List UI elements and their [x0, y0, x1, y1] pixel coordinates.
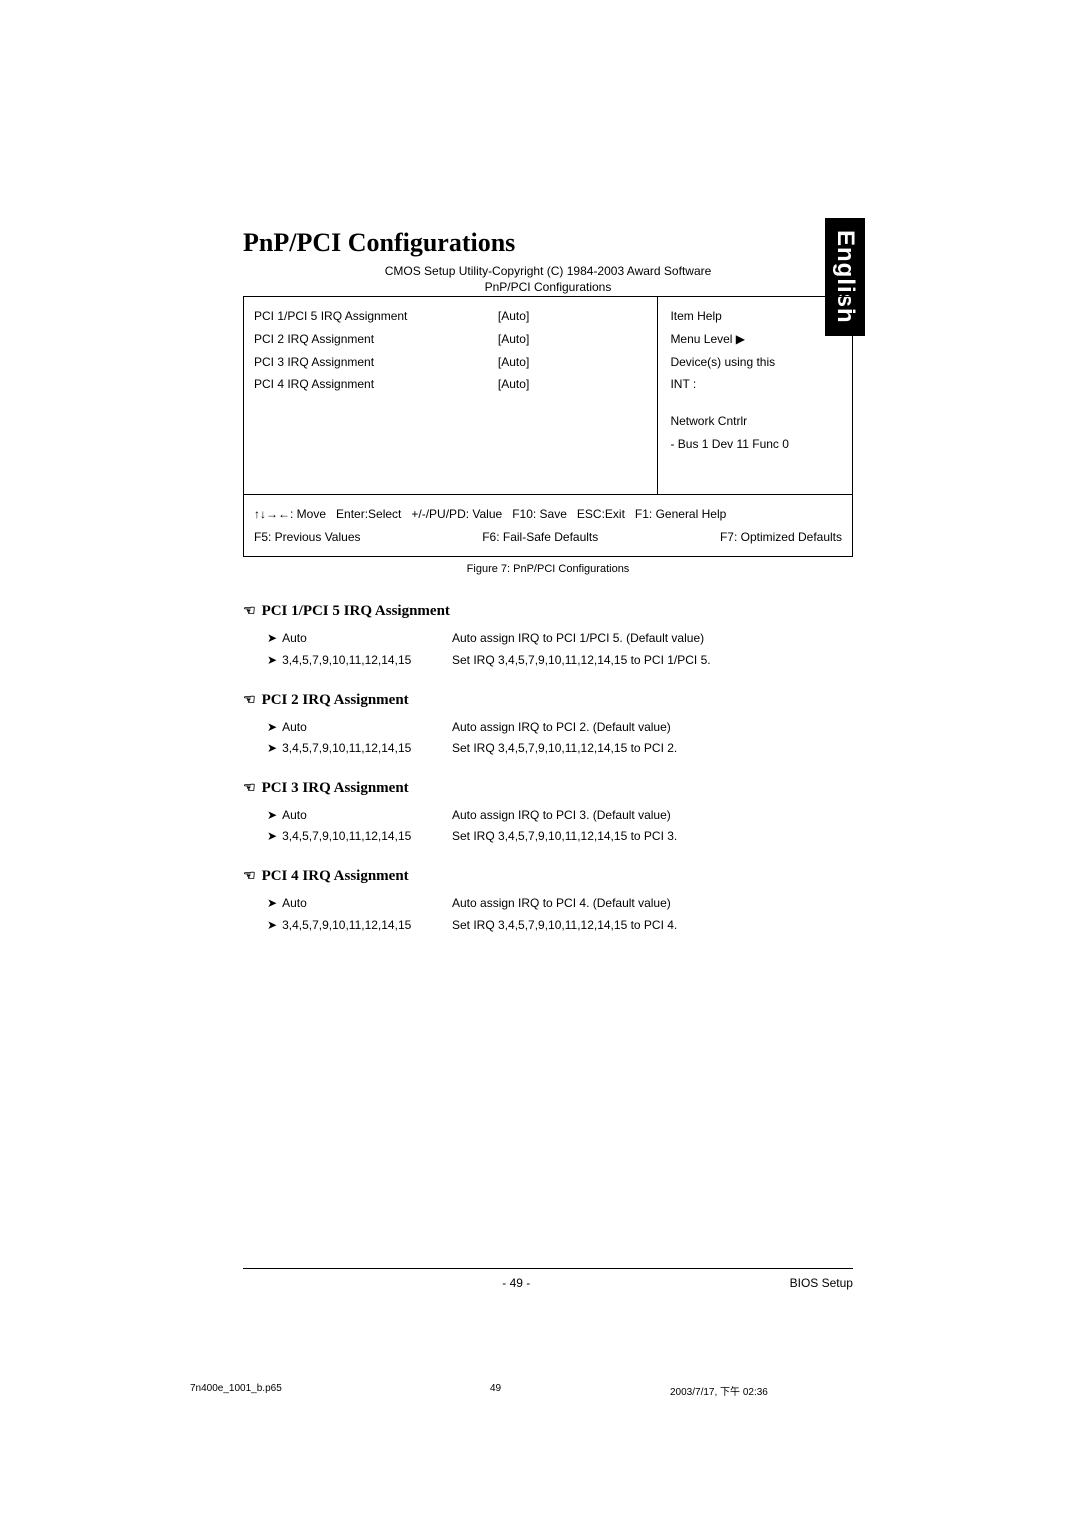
option-row: ➤ Auto Auto assign IRQ to PCI 1/PCI 5. (De… [267, 628, 853, 650]
nav-f5: F5: Previous Values [254, 526, 361, 549]
bios-top-panel: PCI 1/PCI 5 IRQ Assignment [Auto] PCI 2 … [244, 297, 852, 494]
bullet-icon: ➤ [267, 829, 277, 843]
bios-row[interactable]: PCI 4 IRQ Assignment [Auto] [254, 373, 647, 396]
bullet-icon: ➤ [267, 918, 277, 932]
section-pci4: ☞ PCI 4 IRQ Assignment ➤ Auto Auto assign I… [243, 868, 853, 936]
section-title: PCI 2 IRQ Assignment [262, 692, 409, 708]
option-key: Auto [282, 631, 307, 645]
section-heading: ☞ PCI 2 IRQ Assignment [243, 692, 853, 709]
bios-value: [Auto] [498, 305, 529, 328]
option-key: 3,4,5,7,9,10,11,12,14,15 [282, 918, 411, 932]
figure-caption: Figure 7: PnP/PCI Configurations [243, 563, 853, 575]
bios-navigation-hints: ↑↓→←: Move Enter:Select +/-/PU/PD: Value… [244, 494, 852, 557]
bullet-icon: ➤ [267, 653, 277, 667]
meta-page: 49 [490, 1383, 670, 1398]
hand-icon: ☞ [243, 692, 256, 709]
bios-settings-list: PCI 1/PCI 5 IRQ Assignment [Auto] PCI 2 … [244, 297, 657, 494]
section-pci2: ☞ PCI 2 IRQ Assignment ➤ Auto Auto assign I… [243, 692, 853, 760]
option-row: ➤ Auto Auto assign IRQ to PCI 3. (Default … [267, 805, 853, 827]
option-key: Auto [282, 896, 307, 910]
bullet-icon: ➤ [267, 741, 277, 755]
hand-icon: ☞ [243, 868, 256, 885]
bios-table: PCI 1/PCI 5 IRQ Assignment [Auto] PCI 2 … [243, 296, 853, 557]
option-desc: Auto assign IRQ to PCI 1/PCI 5. (Default… [452, 628, 704, 650]
meta-timestamp: 2003/7/17, 下午 02:36 [670, 1383, 768, 1398]
option-desc: Set IRQ 3,4,5,7,9,10,11,12,14,15 to PCI … [452, 826, 677, 848]
option-key: 3,4,5,7,9,10,11,12,14,15 [282, 741, 411, 755]
option-desc: Auto assign IRQ to PCI 2. (Default value… [452, 717, 671, 739]
footer-section-name: BIOS Setup [790, 1276, 853, 1290]
page-number: - 49 - [502, 1276, 530, 1290]
nav-f6: F6: Fail-Safe Defaults [482, 526, 598, 549]
option-desc: Set IRQ 3,4,5,7,9,10,11,12,14,15 to PCI … [452, 738, 677, 760]
option-key: Auto [282, 720, 307, 734]
help-title: Item Help [670, 305, 842, 328]
bullet-icon: ➤ [267, 896, 277, 910]
bullet-icon: ➤ [267, 720, 277, 734]
bios-help-panel: Item Help Menu Level ▶ Device(s) using t… [657, 297, 852, 494]
bios-row[interactable]: PCI 2 IRQ Assignment [Auto] [254, 328, 647, 351]
option-key: Auto [282, 808, 307, 822]
bios-label: PCI 3 IRQ Assignment [254, 351, 498, 374]
section-heading: ☞ PCI 1/PCI 5 IRQ Assignment [243, 603, 853, 620]
page-footer: - 49 - BIOS Setup [243, 1276, 853, 1290]
footer-divider [243, 1268, 853, 1269]
bullet-icon: ➤ [267, 808, 277, 822]
bios-label: PCI 1/PCI 5 IRQ Assignment [254, 305, 498, 328]
section-title: PCI 3 IRQ Assignment [262, 780, 409, 796]
bios-value: [Auto] [498, 328, 529, 351]
help-menu-level: Menu Level ▶ [670, 328, 842, 351]
bios-label: PCI 2 IRQ Assignment [254, 328, 498, 351]
option-desc: Auto assign IRQ to PCI 4. (Default value… [452, 893, 671, 915]
bullet-icon: ➤ [267, 631, 277, 645]
subtitle-copyright: CMOS Setup Utility-Copyright (C) 1984-20… [243, 264, 853, 278]
option-row: ➤ Auto Auto assign IRQ to PCI 2. (Default … [267, 717, 853, 739]
page-title: PnP/PCI Configurations [243, 228, 853, 258]
option-row: ➤ 3,4,5,7,9,10,11,12,14,15 Set IRQ 3,4,5,7… [267, 915, 853, 937]
option-row: ➤ 3,4,5,7,9,10,11,12,14,15 Set IRQ 3,4,5,7… [267, 650, 853, 672]
bios-row[interactable]: PCI 1/PCI 5 IRQ Assignment [Auto] [254, 305, 647, 328]
hand-icon: ☞ [243, 780, 256, 797]
bios-value: [Auto] [498, 351, 529, 374]
option-desc: Set IRQ 3,4,5,7,9,10,11,12,14,15 to PCI … [452, 650, 711, 672]
section-title: PCI 1/PCI 5 IRQ Assignment [262, 603, 450, 619]
bios-value: [Auto] [498, 373, 529, 396]
section-heading: ☞ PCI 3 IRQ Assignment [243, 780, 853, 797]
option-desc: Set IRQ 3,4,5,7,9,10,11,12,14,15 to PCI … [452, 915, 677, 937]
page-content: PnP/PCI Configurations CMOS Setup Utilit… [243, 228, 853, 936]
option-key: 3,4,5,7,9,10,11,12,14,15 [282, 653, 411, 667]
option-row: ➤ 3,4,5,7,9,10,11,12,14,15 Set IRQ 3,4,5,7… [267, 826, 853, 848]
bios-label: PCI 4 IRQ Assignment [254, 373, 498, 396]
option-desc: Auto assign IRQ to PCI 3. (Default value… [452, 805, 671, 827]
nav-f7: F7: Optimized Defaults [720, 526, 842, 549]
help-line: Network Cntrlr [670, 410, 842, 433]
bios-row[interactable]: PCI 3 IRQ Assignment [Auto] [254, 351, 647, 374]
subtitle-section: PnP/PCI Configurations [243, 280, 853, 294]
print-metadata: 7n400e_1001_b.p65 49 2003/7/17, 下午 02:36 [190, 1383, 910, 1398]
option-key: 3,4,5,7,9,10,11,12,14,15 [282, 829, 411, 843]
nav-row-1: ↑↓→←: Move Enter:Select +/-/PU/PD: Value… [254, 503, 842, 526]
hand-icon: ☞ [243, 603, 256, 620]
meta-filename: 7n400e_1001_b.p65 [190, 1383, 490, 1398]
option-row: ➤ 3,4,5,7,9,10,11,12,14,15 Set IRQ 3,4,5,7… [267, 738, 853, 760]
help-line: - Bus 1 Dev 11 Func 0 [670, 433, 842, 456]
help-line: Device(s) using this [670, 351, 842, 374]
section-title: PCI 4 IRQ Assignment [262, 868, 409, 884]
section-pci1: ☞ PCI 1/PCI 5 IRQ Assignment ➤ Auto Auto as… [243, 603, 853, 671]
section-heading: ☞ PCI 4 IRQ Assignment [243, 868, 853, 885]
option-row: ➤ Auto Auto assign IRQ to PCI 4. (Default … [267, 893, 853, 915]
section-pci3: ☞ PCI 3 IRQ Assignment ➤ Auto Auto assign I… [243, 780, 853, 848]
help-line: INT : [670, 373, 842, 396]
